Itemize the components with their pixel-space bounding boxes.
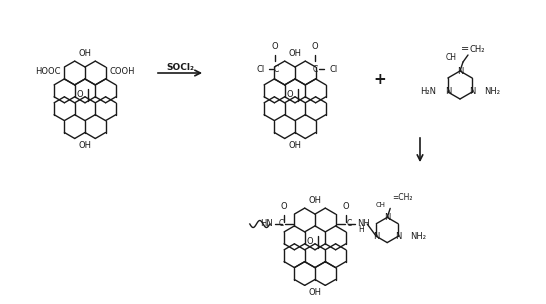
Text: Cl: Cl: [257, 64, 265, 74]
Text: OH: OH: [79, 141, 92, 150]
Text: OH: OH: [79, 49, 92, 58]
Text: N: N: [444, 88, 451, 96]
Text: O: O: [76, 90, 84, 99]
Text: HN: HN: [260, 219, 273, 229]
Text: C: C: [312, 65, 318, 74]
Text: H₂N: H₂N: [420, 88, 436, 96]
Text: O: O: [281, 202, 287, 211]
Text: NH₂: NH₂: [410, 232, 426, 241]
Text: HOOC: HOOC: [35, 67, 61, 75]
Text: OH: OH: [308, 288, 322, 297]
Text: OH: OH: [288, 49, 301, 58]
Text: O: O: [271, 42, 278, 51]
Text: N: N: [384, 213, 390, 222]
Text: O: O: [312, 42, 318, 51]
Text: =CH₂: =CH₂: [392, 193, 413, 202]
Text: N: N: [395, 232, 401, 241]
Text: CH₂: CH₂: [470, 44, 485, 54]
Text: N: N: [457, 67, 463, 75]
Text: NH₂: NH₂: [484, 88, 500, 96]
Text: C: C: [278, 219, 284, 229]
Text: +: +: [373, 72, 387, 88]
Text: C: C: [273, 65, 278, 74]
Text: COOH: COOH: [109, 67, 135, 75]
Text: NH: NH: [357, 219, 370, 227]
Text: O: O: [307, 237, 313, 246]
Text: CH: CH: [375, 202, 385, 209]
Text: N: N: [373, 232, 379, 241]
Text: O: O: [287, 90, 293, 99]
Text: =: =: [461, 44, 469, 54]
Text: SOCl₂: SOCl₂: [166, 64, 194, 72]
Text: N: N: [469, 88, 476, 96]
Text: H: H: [358, 226, 364, 234]
Text: O: O: [343, 202, 349, 211]
Text: CH: CH: [446, 54, 457, 63]
Text: Cl: Cl: [329, 64, 337, 74]
Text: C: C: [346, 219, 352, 229]
Text: OH: OH: [288, 141, 301, 150]
Text: OH: OH: [308, 196, 322, 205]
